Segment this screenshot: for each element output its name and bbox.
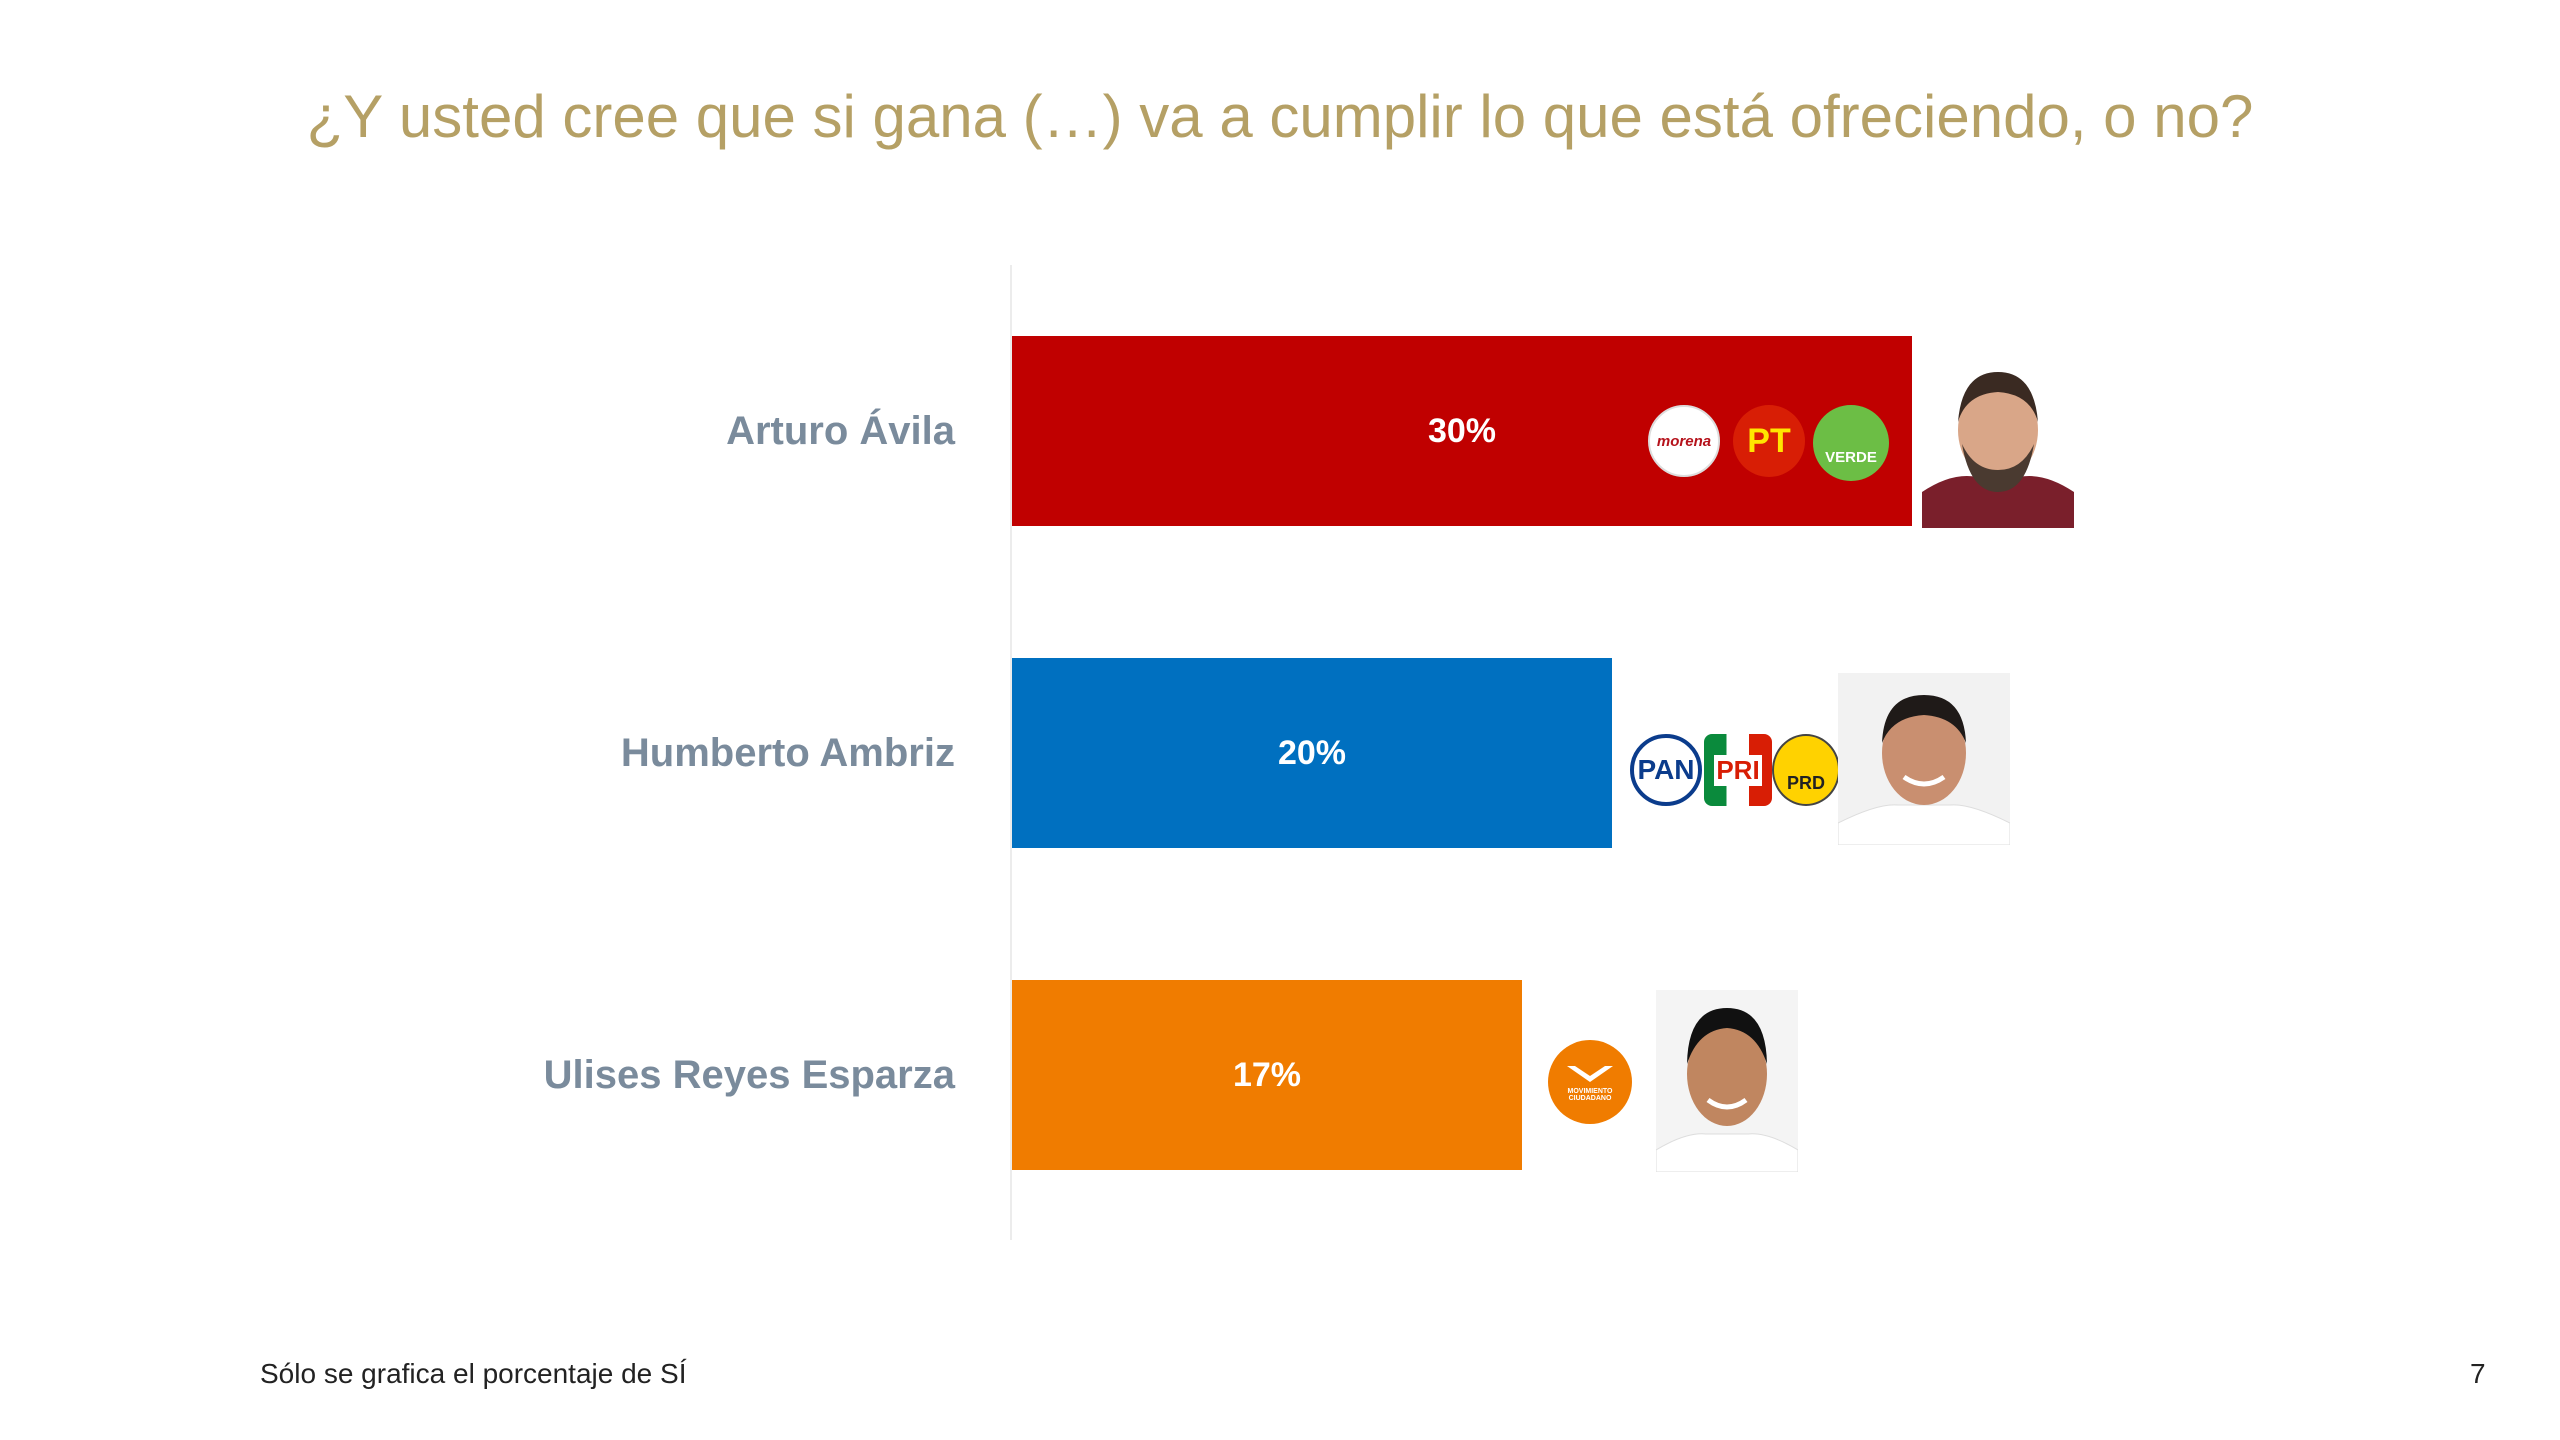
candidate-photo-arturo xyxy=(1922,352,2074,528)
bar-humberto: 20% xyxy=(1012,658,1612,848)
pan-logo-icon: PAN xyxy=(1630,734,1702,806)
movimiento-ciudadano-logo-icon: MOVIMIENTO CIUDADANO xyxy=(1548,1040,1632,1124)
bar-ulises: 17% xyxy=(1012,980,1522,1170)
category-label-humberto: Humberto Ambriz xyxy=(620,731,955,775)
category-label-ulises: Ulises Reyes Esparza xyxy=(543,1053,955,1097)
candidate-photo-humberto xyxy=(1838,673,2010,845)
footnote: Sólo se grafica el porcentaje de SÍ xyxy=(260,1358,687,1389)
bar-value-label-humberto: 20% xyxy=(1277,734,1347,772)
category-label-arturo: Arturo Ávila xyxy=(726,409,955,453)
bar-arturo: 30% xyxy=(1012,336,1912,526)
page-number: 7 xyxy=(2470,1358,2486,1389)
bar-value-label-ulises: 17% xyxy=(1232,1056,1302,1094)
morena-logo-icon: morena xyxy=(1648,405,1720,477)
prd-logo-icon: PRD xyxy=(1772,734,1840,806)
category-axis-line xyxy=(1010,265,1012,1240)
verde-logo-icon: VERDE xyxy=(1813,405,1889,481)
bar-value-label-arturo: 30% xyxy=(1427,412,1497,450)
chart-title: ¿Y usted cree que si gana (…) va a cumpl… xyxy=(306,83,2254,150)
pri-logo-icon: PRI xyxy=(1704,734,1772,806)
pt-logo-icon: PT xyxy=(1733,405,1805,477)
candidate-photo-ulises xyxy=(1656,990,1798,1172)
